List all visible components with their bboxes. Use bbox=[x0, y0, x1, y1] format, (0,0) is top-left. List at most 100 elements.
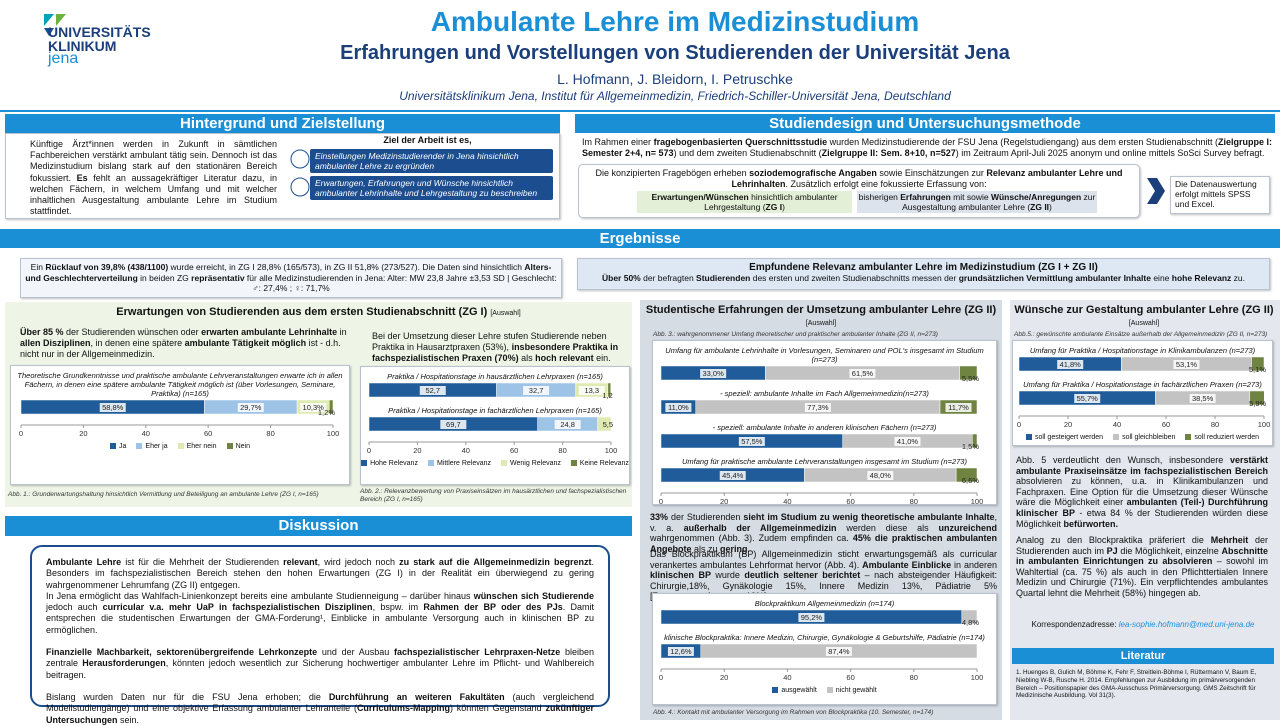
x-tick-label: 60 bbox=[204, 429, 212, 438]
x-tick-label: 80 bbox=[266, 429, 274, 438]
relevance-text: Über 50% der befragten Studierenden des … bbox=[581, 273, 1266, 283]
legend-label: soll reduziert werden bbox=[1194, 434, 1259, 441]
aim-heading: Ziel der Arbeit ist es, bbox=[383, 135, 472, 145]
logo-text: jena bbox=[48, 50, 79, 67]
logo-text: UNIVERSITÄTS bbox=[48, 24, 151, 40]
text-run: ein. bbox=[593, 353, 611, 364]
text-run: In Jena ermöglicht das Wahlfach-Linienko… bbox=[46, 590, 474, 601]
text-run: deutlich seltener berichtet bbox=[744, 570, 861, 581]
legend-item: Eher ja bbox=[136, 443, 168, 450]
x-axis: 0 20 40 60 80 100 bbox=[659, 668, 983, 682]
category-label: klinische Blockpraktika: Innere Medizin,… bbox=[664, 633, 985, 642]
section-heading: Studiendesign und Untersuchungsmethode bbox=[575, 114, 1275, 133]
bar-row: 45,4% 48,0% 6,6% bbox=[660, 467, 979, 485]
x-tick-label: 80 bbox=[910, 497, 918, 505]
text-run: zur Ausgestaltung ambulanter Lehre ( bbox=[902, 192, 1096, 212]
section-heading: Diskussion bbox=[5, 516, 632, 536]
x-tick-label: 60 bbox=[846, 497, 854, 505]
text-run: grundsätzlichen Vermittlung ambulanter I… bbox=[958, 273, 1151, 283]
wishes-title: Wünsche zur Gestaltung ambulanter Lehre … bbox=[1010, 304, 1278, 328]
x-tick-label: 0 bbox=[659, 497, 663, 505]
title-text: Erwartungen von Studierenden aus dem ers… bbox=[116, 306, 488, 318]
legend: ausgewählt nicht gewählt bbox=[653, 687, 996, 694]
bar-segment bbox=[1251, 356, 1265, 372]
text-run: in anderen bbox=[951, 559, 997, 570]
value-label: 57,5% bbox=[741, 437, 763, 446]
text-run: Ein bbox=[30, 262, 46, 272]
legend-swatch bbox=[1025, 434, 1032, 441]
text-run: ZG I bbox=[765, 202, 783, 212]
value-label: 29,7% bbox=[240, 403, 262, 412]
analysis: Die Datenauswertung erfolgt mittels SPSS… bbox=[1170, 176, 1270, 214]
text-run: Durchführung an weiteren Fakultäten bbox=[328, 691, 505, 702]
discussion-paragraph: In Jena ermöglicht das Wahlfach-Linienko… bbox=[46, 591, 594, 636]
label-bg bbox=[300, 403, 327, 412]
text-run: werden diese als bbox=[836, 522, 939, 533]
value-label: 53,1% bbox=[1176, 360, 1198, 369]
category-label: Theoretische Grundkenntnisse und praktis… bbox=[17, 371, 343, 398]
chart: Blockpraktikum Allgemeinmedizin (n=174) 9… bbox=[652, 593, 997, 705]
label-bg bbox=[700, 369, 727, 378]
x-tick-label: 80 bbox=[910, 673, 918, 682]
x-tick-label: 100 bbox=[327, 429, 340, 438]
x-tick-label: 20 bbox=[413, 446, 421, 455]
text-run: gering bbox=[720, 543, 748, 554]
value-label: 12,6% bbox=[670, 647, 692, 656]
x-tick-label: 20 bbox=[720, 497, 728, 505]
background-text: Künftige Ärzt*innen werden in Zukunft in… bbox=[30, 139, 277, 217]
text-run: befürworten. bbox=[1063, 518, 1119, 529]
contact-label: Korrespondenzadresse: bbox=[1031, 620, 1117, 629]
contact-email[interactable]: lea-sophie.hofmann@med.uni-jena.de bbox=[1118, 620, 1255, 629]
value-label: 24,8 bbox=[560, 420, 575, 429]
text-run: Über 50% bbox=[602, 273, 641, 283]
text-run: ambulanten (Teil-) Durchführung klinisch… bbox=[1016, 497, 1268, 518]
text-run: der Studierenden wünschen oder bbox=[63, 327, 202, 337]
x-tick-label: 40 bbox=[783, 673, 791, 682]
text-run: Zielgruppe I: Semester 2+4, n= 573 bbox=[582, 137, 1273, 159]
x-tick-label: 80 bbox=[1211, 420, 1219, 429]
text-run: unzureichend bbox=[938, 522, 997, 533]
x-axis: 0 20 40 60 80 100 bbox=[19, 424, 340, 438]
text-run: als bbox=[518, 353, 536, 364]
bar-row: 52,7 32,7 13,31,2 bbox=[368, 382, 613, 400]
label-bg bbox=[1189, 394, 1216, 403]
text-run: . Damit entsprechen die studentischen Er… bbox=[46, 602, 595, 635]
legend-label: Keine Relevanz bbox=[579, 460, 629, 467]
aim-bullets bbox=[290, 149, 310, 197]
text-run: fragebogenbasierten Querschnittsstudie bbox=[653, 137, 828, 147]
text-run: verstärkt ambulante Praxiseinsätze im fa… bbox=[1016, 455, 1268, 476]
category-label: Umfang für Praktika / Hospitationstage i… bbox=[1023, 380, 1262, 389]
text-run: jedoch auch bbox=[46, 602, 103, 613]
legend-label: nicht gewählt bbox=[835, 687, 877, 694]
x-tick-label: 80 bbox=[558, 446, 566, 455]
title-text: Wünsche zur Gestaltung ambulanter Lehre … bbox=[1014, 304, 1274, 316]
x-axis: 0 20 40 60 80 100 bbox=[367, 441, 617, 455]
discussion-paragraph: Ambulante Lehre ist für die Mehrheit der… bbox=[46, 557, 594, 591]
value-label: 5,9% bbox=[1249, 399, 1266, 407]
x-tick-label: 100 bbox=[971, 497, 984, 505]
legend: Ja Eher ja Eher nein Nein bbox=[11, 443, 349, 450]
bar-segment bbox=[955, 467, 978, 483]
text-run: allen Disziplinen bbox=[20, 338, 91, 349]
text-run: , bspw. im bbox=[372, 602, 424, 613]
text-run: Rahmen der BP oder des PJs bbox=[423, 602, 563, 613]
label-bg bbox=[825, 647, 852, 656]
text-run: 45% die praktischen ambulanten Angebote bbox=[650, 533, 997, 554]
category-label: - speziell: ambulante Inhalte in anderen… bbox=[712, 423, 937, 432]
value-label: 95,2% bbox=[801, 613, 823, 622]
value-label: 1,2% bbox=[318, 408, 335, 416]
legend-item: Hohe Relevanz bbox=[361, 460, 418, 467]
legend-swatch bbox=[826, 687, 833, 694]
bar-row: 12,6% 87,4% bbox=[660, 643, 978, 659]
text-run: fachspezialistischer Lehrpraxen-Netze bbox=[394, 647, 561, 658]
text-run: hoch relevant bbox=[535, 353, 594, 364]
text-run: Es bbox=[76, 172, 88, 183]
text-run: wahrgenommen (Abb. 3). Zudem empfinden c… bbox=[650, 533, 853, 544]
text-run: Finanzielle Machbarkeit, sektorenübergre… bbox=[46, 647, 318, 658]
value-label: 58,8% bbox=[102, 403, 124, 412]
title: Ambulante Lehre im Medizinstudium bbox=[430, 6, 920, 37]
text-run: Über 85 % bbox=[20, 327, 64, 337]
bar-segment bbox=[607, 382, 612, 398]
section-heading: Ergebnisse bbox=[0, 229, 1280, 248]
